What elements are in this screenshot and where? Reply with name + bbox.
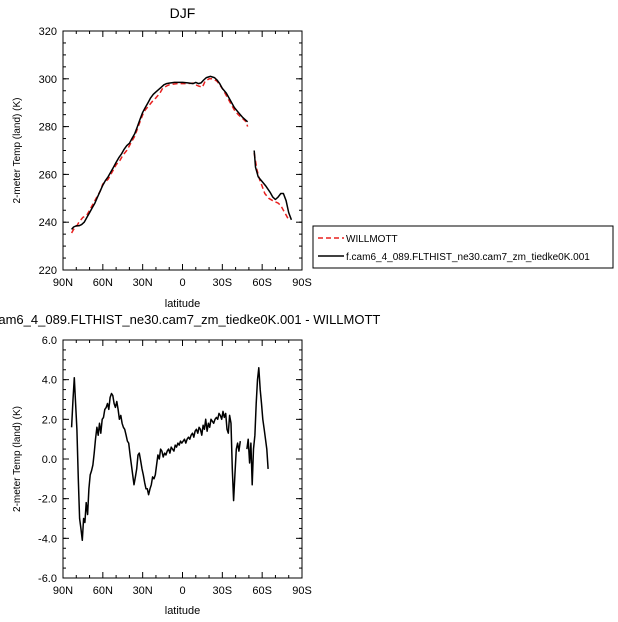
y-axis-label: 2-meter Temp (land) (K) [12, 406, 23, 512]
x-tick-label: 30N [133, 585, 153, 597]
x-tick-label: 30S [213, 277, 233, 289]
y-tick-label: -4.0 [38, 533, 57, 545]
legend-entry: f.cam6_4_089.FLTHIST_ne30.cam7_zm_tiedke… [346, 252, 590, 263]
y-axis-label: 2-meter Temp (land) (K) [12, 98, 23, 204]
x-tick-label: 90N [53, 585, 73, 597]
y-tick-label: -2.0 [38, 494, 57, 506]
x-tick-label: 30S [213, 585, 233, 597]
y-tick-label: -6.0 [38, 573, 57, 585]
plot-frame [62, 339, 303, 579]
x-tick-label: 0 [179, 277, 185, 289]
y-tick-label: 220 [39, 265, 57, 277]
y-tick-label: 300 [39, 74, 57, 86]
series-line-0 [70, 376, 242, 542]
x-axis-label: latitude [165, 298, 200, 310]
series-line-0 [253, 152, 290, 221]
series-line-0 [70, 78, 249, 234]
x-tick-label: 60N [93, 277, 113, 289]
y-tick-label: 260 [39, 169, 57, 181]
y-tick-label: 2.0 [42, 414, 57, 426]
series-line-1 [253, 150, 293, 221]
legend-box [312, 225, 614, 269]
y-tick-label: 0.0 [42, 454, 57, 466]
series-line-0 [246, 367, 269, 486]
y-tick-label: 6.0 [42, 335, 57, 347]
y-tick-label: 240 [39, 217, 57, 229]
x-tick-label: 60S [252, 277, 272, 289]
y-tick-label: 320 [39, 26, 57, 38]
series-line-1 [71, 75, 249, 230]
chart-title: DJF [170, 5, 196, 21]
y-tick-label: 4.0 [42, 375, 57, 387]
x-tick-label: 60N [93, 585, 113, 597]
x-tick-label: 90S [292, 277, 312, 289]
x-tick-label: 30N [133, 277, 153, 289]
chart-title: f.cam6_4_089.FLTHIST_ne30.cam7_zm_tiedke… [0, 312, 380, 327]
top-panel: DJF 90N 60N 30N 0 30S 60S 90S 220 240 260 280 300 320… [12, 5, 312, 310]
legend-entry: WILLMOTT [346, 234, 398, 245]
x-axis-label: latitude [165, 605, 200, 617]
y-tick-label: 280 [39, 122, 57, 134]
x-tick-label: 60S [252, 585, 272, 597]
x-tick-label: 90S [292, 585, 312, 597]
legend: WILLMOTT f.cam6_4_089.FLTHIST_ne30.cam7_z… [312, 225, 614, 269]
x-tick-label: 0 [179, 585, 185, 597]
plot-frame [62, 30, 303, 271]
bottom-panel: f.cam6_4_089.FLTHIST_ne30.cam7_zm_tiedke… [0, 312, 380, 617]
x-tick-label: 90N [53, 277, 73, 289]
